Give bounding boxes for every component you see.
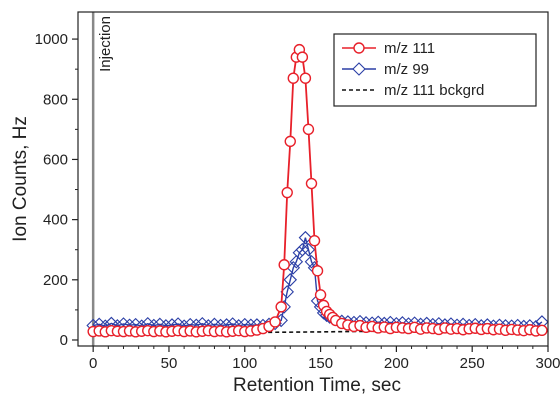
legend-box bbox=[333, 33, 537, 107]
legend-marker-diamond bbox=[352, 62, 366, 76]
data-point-m111 bbox=[281, 186, 293, 199]
data-point-m111 bbox=[308, 234, 321, 247]
data-point-m111 bbox=[269, 316, 281, 328]
data-point-m111 bbox=[311, 265, 324, 277]
legend-label: m/z 111 bbox=[384, 40, 435, 57]
data-point-m111 bbox=[284, 135, 296, 148]
data-point-m111 bbox=[536, 324, 548, 337]
data-point-m111 bbox=[299, 72, 312, 84]
y-tick-label: 200 bbox=[43, 272, 68, 289]
data-point-m99 bbox=[304, 254, 319, 269]
legend-label: m/z 111 bckgrd bbox=[384, 82, 484, 99]
y-axis-label: Ion Counts, Hz bbox=[10, 116, 31, 242]
axes: 0 50 100 150 200 250 300 0 200 400 600 800 1000 Reten… bbox=[10, 11, 560, 396]
x-tick-label: 250 bbox=[460, 355, 485, 372]
data-point-m111 bbox=[278, 259, 290, 271]
data-point-m111 bbox=[287, 72, 299, 84]
plot-area: Injection bbox=[86, 12, 549, 346]
x-tick-label: 100 bbox=[232, 355, 257, 372]
data-point-m99 bbox=[283, 273, 298, 287]
x-tick-label: 200 bbox=[384, 355, 409, 372]
legend: m/z 111 m/z 99 m/z 111 bckgrd bbox=[333, 33, 537, 107]
x-tick-label: 150 bbox=[308, 355, 333, 372]
x-axis-label: Retention Time, sec bbox=[233, 375, 401, 396]
x-tick-label: 0 bbox=[89, 355, 97, 372]
y-tick-label: 800 bbox=[43, 91, 68, 108]
y-tick-label: 0 bbox=[60, 332, 68, 349]
y-tick-label: 400 bbox=[43, 212, 68, 229]
y-tick-label: 600 bbox=[43, 151, 68, 168]
data-point-m99 bbox=[289, 254, 304, 269]
y-tick-label: 1000 bbox=[35, 31, 68, 48]
data-point-m111 bbox=[296, 51, 309, 63]
legend-label: m/z 99 bbox=[384, 61, 429, 78]
legend-marker-circle bbox=[353, 42, 365, 54]
plot-frame bbox=[77, 11, 549, 347]
data-point-m111 bbox=[302, 123, 315, 136]
injection-label: Injection bbox=[97, 16, 114, 72]
data-point-m111 bbox=[305, 177, 318, 190]
data-point-m111 bbox=[314, 289, 327, 301]
data-point-m99 bbox=[295, 242, 310, 257]
data-point-m111 bbox=[275, 301, 287, 313]
x-tick-label: 300 bbox=[535, 355, 560, 372]
x-tick-label: 50 bbox=[161, 355, 178, 372]
data-point-m99 bbox=[301, 242, 316, 257]
data-point-m99 bbox=[298, 230, 313, 245]
